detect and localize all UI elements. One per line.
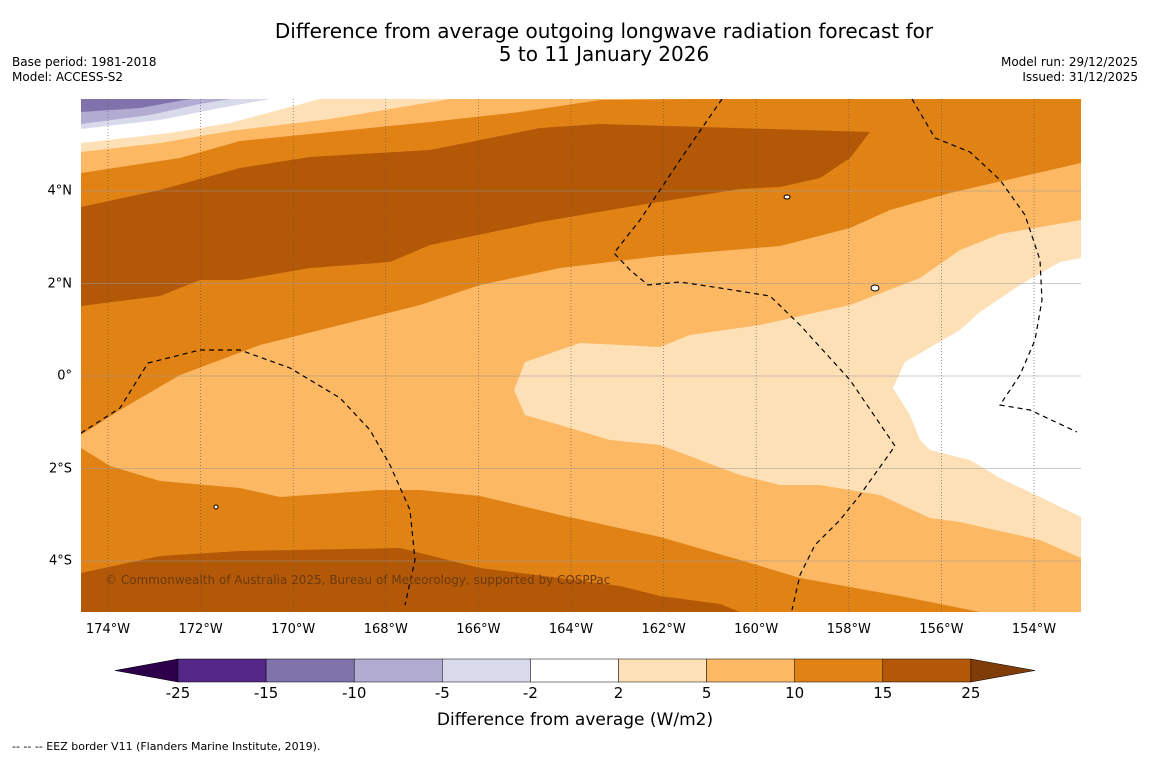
colorbar-tick: -10 <box>341 684 367 702</box>
colorbar-tick: 25 <box>961 684 981 702</box>
lon-label: 160°W <box>734 622 779 637</box>
colorbar-segment <box>265 658 355 683</box>
base-period: Base period: 1981-2018 <box>12 55 157 69</box>
info-left: Base period: 1981-2018 Model: ACCESS-S2 <box>12 55 157 85</box>
lat-label: 2°S <box>48 461 72 476</box>
lon-label: 170°W <box>271 622 316 637</box>
lon-label: 158°W <box>826 622 871 637</box>
colorbar-tick: 15 <box>873 684 893 702</box>
lon-label: 174°W <box>85 622 131 637</box>
info-right: Model run: 29/12/2025 Issued: 31/12/2025 <box>1001 55 1138 85</box>
lat-label: 0° <box>57 368 72 384</box>
lat-label: 2°N <box>47 276 73 291</box>
map-title: Difference from average outgoing longwav… <box>0 20 1150 66</box>
colorbar-extend-low <box>114 658 179 683</box>
eez-border <box>911 99 1078 433</box>
eez-borders <box>81 99 1078 611</box>
model-name: Model: ACCESS-S2 <box>12 70 124 84</box>
band-neutral <box>893 258 1081 517</box>
footnote: -- -- -- EEZ border V11 (Flanders Marine… <box>12 740 321 753</box>
lat-label: 4°S <box>48 553 72 569</box>
lon-label: 162°W <box>641 622 686 637</box>
colorbar-extend-high <box>970 658 1036 683</box>
lon-label: 168°W <box>363 622 408 637</box>
lon-label: 156°W <box>919 622 964 637</box>
colorbar-segment <box>618 658 707 683</box>
issued-date: Issued: 31/12/2025 <box>1022 70 1138 84</box>
lat-label: 4°N <box>47 183 73 199</box>
eez-border <box>613 99 896 611</box>
colorbar-segment <box>530 658 619 683</box>
eez-border <box>81 349 416 606</box>
colorbar-segment <box>442 658 531 683</box>
islands <box>213 194 880 510</box>
lon-label: 154°W <box>1011 622 1057 637</box>
colorbar-label: Difference from average (W/m2) <box>436 710 714 730</box>
title-line-1: Difference from average outgoing longwav… <box>274 19 934 43</box>
lon-label: 164°W <box>548 622 594 637</box>
colorbar-tick: -25 <box>165 684 191 702</box>
colorbar-tick: -15 <box>253 684 279 702</box>
colorbar-tick: 5 <box>701 684 712 702</box>
colorbar <box>114 658 1036 683</box>
colorbar-segment <box>177 658 267 683</box>
copyright-notice: © Commonwealth of Australia 2025, Bureau… <box>105 573 611 587</box>
colorbar-tick: 2 <box>613 684 624 702</box>
colorbar-segment <box>794 658 884 683</box>
colorbar-tick: 10 <box>785 684 805 702</box>
band-2-5 <box>514 220 1081 558</box>
colorbar-segment <box>706 658 795 683</box>
band-15-25-north <box>81 124 870 306</box>
model-run: Model run: 29/12/2025 <box>1000 55 1138 69</box>
colorbar-tick: -2 <box>522 684 538 702</box>
title-line-2: 5 to 11 January 2026 <box>498 42 710 66</box>
lon-label: 166°W <box>456 622 501 637</box>
lon-label: 172°W <box>178 622 223 637</box>
colorbar-tick: -5 <box>434 684 450 702</box>
colorbar-segment <box>353 658 443 683</box>
colorbar-segment <box>882 658 972 683</box>
